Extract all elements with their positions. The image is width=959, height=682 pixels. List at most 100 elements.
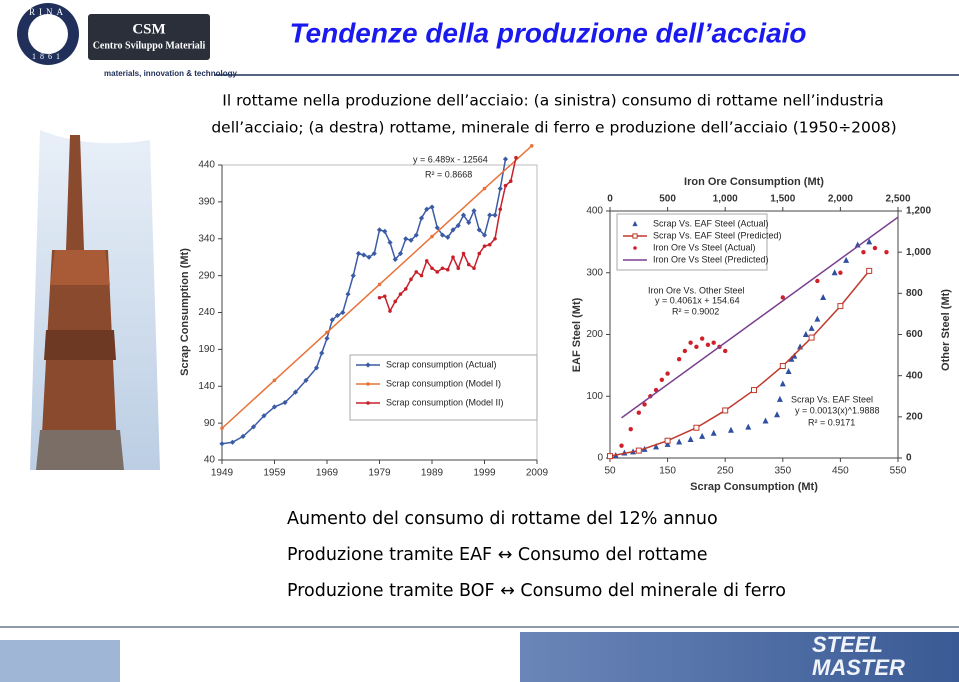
marker (319, 350, 325, 356)
annotation: y = 0.0013(x)^1.9888 (795, 405, 880, 415)
marker (802, 331, 809, 337)
marker (466, 219, 472, 226)
marker (418, 215, 425, 221)
tower-image (30, 130, 160, 470)
marker (808, 334, 815, 341)
y-axis-label: EAF Steel (Mt) (571, 297, 583, 372)
marker (397, 250, 404, 257)
marker (710, 429, 717, 436)
marker (424, 206, 430, 212)
tower-base (36, 430, 124, 470)
marker (434, 225, 440, 231)
marker (788, 355, 795, 362)
marker (529, 144, 534, 148)
legend-marker (365, 362, 371, 368)
marker (445, 234, 451, 240)
marker (476, 227, 482, 233)
marker (261, 413, 267, 419)
legend-box (349, 354, 538, 421)
legend-marker (366, 382, 370, 386)
x-tick-label: 1979 (368, 468, 391, 479)
marker (636, 410, 641, 415)
x2-tick-label: 2,000 (828, 194, 853, 205)
subtitle-line: dell’acciaio; (a destra) rottame, minera… (211, 119, 896, 137)
marker (727, 426, 734, 433)
y2-tick-label: 1,000 (906, 247, 931, 258)
x2-axis-label: Iron Ore Consumption (Mt) (684, 176, 824, 188)
marker (366, 254, 372, 260)
y2-tick-label: 600 (906, 329, 923, 340)
y2-tick-label: 800 (906, 288, 923, 299)
marker (785, 368, 792, 375)
y-tick-label: 290 (198, 270, 215, 281)
marker (694, 344, 699, 350)
x2-tick-label: 0 (607, 194, 613, 205)
legend-label: Scrap Vs. EAF Steel (Actual) (653, 218, 769, 228)
x2-tick-label: 1,000 (713, 194, 738, 205)
x-tick-label: 2009 (526, 468, 549, 479)
y-tick-label: 100 (586, 391, 603, 402)
marker (403, 287, 408, 291)
x-tick-label: 1949 (211, 468, 234, 479)
marker (676, 357, 682, 362)
marker (493, 236, 497, 241)
marker (250, 424, 257, 430)
annotation: Iron Ore Vs. Other Steel (648, 285, 745, 295)
marker (377, 282, 382, 287)
y-tick-label: 200 (586, 329, 603, 340)
tower-band (50, 250, 110, 285)
logo-brand-name: Centro Sviluppo Materiali (93, 40, 206, 51)
marker (503, 183, 508, 188)
marker (482, 186, 487, 191)
marker (508, 179, 513, 184)
marker (450, 227, 456, 233)
marker (664, 437, 671, 444)
y2-tick-label: 400 (906, 370, 923, 381)
legend-marker (632, 220, 638, 227)
marker (745, 423, 752, 430)
x-tick-label: 550 (890, 466, 907, 477)
marker (762, 417, 769, 424)
marker (723, 348, 728, 354)
marker (487, 242, 492, 247)
x-tick-label: 250 (717, 466, 734, 477)
marker (838, 270, 843, 275)
x2-tick-label: 2,500 (885, 194, 910, 205)
marker (271, 404, 278, 410)
marker (482, 244, 487, 248)
marker (430, 266, 434, 271)
marker (820, 293, 827, 300)
logo-year: 1861 (32, 52, 64, 61)
marker (664, 440, 671, 447)
y2-tick-label: 1,200 (906, 206, 931, 217)
marker (774, 411, 781, 418)
x-tick-label: 50 (604, 466, 616, 477)
x-tick-label: 350 (774, 466, 791, 477)
marker (440, 266, 445, 271)
marker (220, 426, 224, 431)
marker (705, 342, 711, 347)
marker (776, 395, 783, 402)
marker (413, 232, 419, 238)
logo-core (28, 14, 68, 54)
marker (635, 447, 642, 454)
marker (334, 312, 341, 319)
marker (628, 426, 633, 432)
x2-tick-label: 1,500 (770, 194, 795, 205)
marker (445, 267, 450, 272)
tower-band (44, 330, 116, 360)
y-tick-label: 90 (204, 418, 216, 429)
marker (831, 269, 838, 276)
marker (398, 292, 403, 296)
marker (466, 262, 471, 267)
legend-marker (633, 246, 637, 250)
marker (699, 336, 705, 341)
marker (814, 315, 821, 322)
x-tick-label: 1959 (263, 468, 286, 479)
legend-label: Iron Ore Vs Steel (Predicted) (653, 254, 769, 264)
marker (388, 309, 392, 313)
marker (393, 299, 398, 304)
marker (866, 267, 873, 274)
marker (350, 273, 356, 279)
marker (861, 249, 866, 255)
